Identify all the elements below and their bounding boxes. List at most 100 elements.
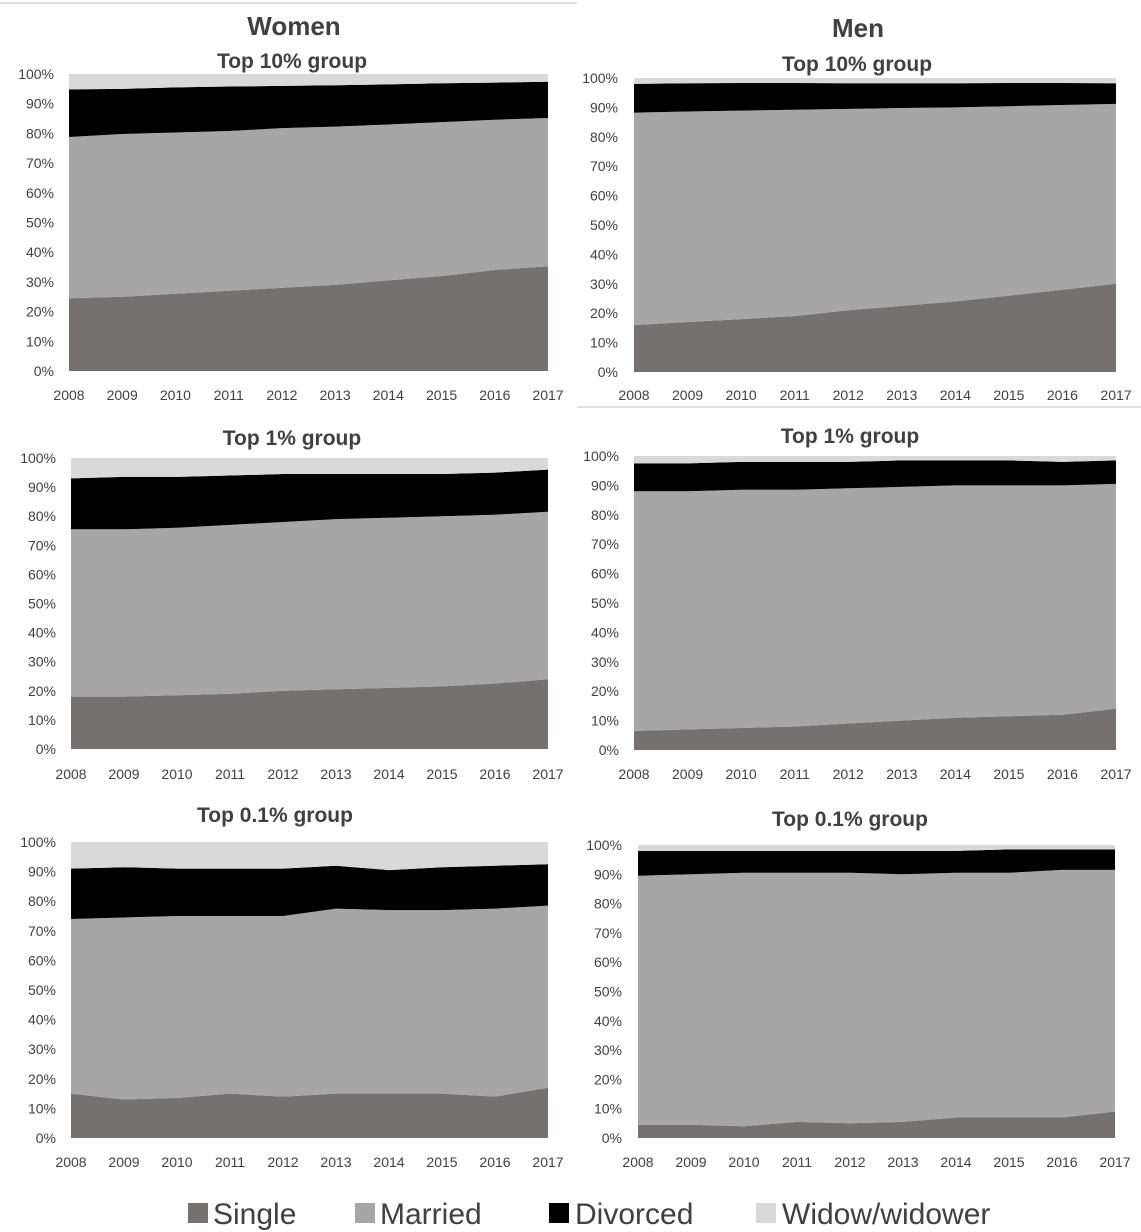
y-tick-label: 90% xyxy=(28,479,56,495)
x-tick-label: 2015 xyxy=(993,766,1024,782)
panel-title: Top 1% group xyxy=(781,425,919,448)
panel-men-top-10-group: Top 10% group 0% 10% 20% 30% 40% 50% 60% 70% 80% 9… xyxy=(582,53,1132,403)
y-tick-label: 100% xyxy=(20,450,56,466)
panel-men-top-0-1-group: Top 0.1% group 0% 10% 20% 30% 40% 50% 60% 70% 80%… xyxy=(586,808,1131,1170)
y-tick-label: 30% xyxy=(594,1042,622,1058)
x-tick-label: 2010 xyxy=(160,387,191,403)
y-tick-label: 60% xyxy=(590,188,618,204)
x-tick-label: 2014 xyxy=(373,387,404,403)
y-tick-label: 100% xyxy=(20,834,56,850)
x-tick-label: 2015 xyxy=(426,1154,457,1170)
area-divorced xyxy=(69,81,548,137)
y-tick-label: 10% xyxy=(590,335,618,351)
area-widow-widower xyxy=(634,78,1116,84)
y-tick-label: 0% xyxy=(602,1130,622,1146)
x-tick-label: 2010 xyxy=(161,766,192,782)
y-tick-label: 20% xyxy=(594,1071,622,1087)
x-tick-label: 2008 xyxy=(618,766,649,782)
x-tick-label: 2012 xyxy=(833,387,864,403)
x-tick-label: 2017 xyxy=(1100,766,1131,782)
y-tick-label: 70% xyxy=(590,158,618,174)
y-tick-label: 0% xyxy=(598,364,618,380)
x-tick-label: 2011 xyxy=(214,387,244,403)
legend: Single Married Divorced Widow/widower xyxy=(188,1198,990,1231)
x-tick-label: 2012 xyxy=(267,1154,298,1170)
x-tick-label: 2014 xyxy=(940,387,971,403)
legend-swatch-single xyxy=(188,1203,208,1223)
x-tick-label: 2008 xyxy=(55,766,86,782)
area-divorced xyxy=(638,849,1115,876)
y-tick-label: 70% xyxy=(594,925,622,941)
legend-swatch-widow xyxy=(756,1203,776,1223)
area-divorced xyxy=(71,469,548,530)
y-tick-label: 20% xyxy=(26,304,54,320)
area-divorced xyxy=(634,83,1116,113)
y-tick-label: 20% xyxy=(28,683,56,699)
x-tick-label: 2016 xyxy=(1046,1154,1077,1170)
area-single xyxy=(69,266,548,371)
y-tick-label: 60% xyxy=(28,952,56,968)
area-married xyxy=(71,905,548,1100)
area-single xyxy=(638,1111,1115,1138)
x-tick-label: 2016 xyxy=(1047,766,1078,782)
x-tick-label: 2008 xyxy=(53,387,84,403)
area-married xyxy=(634,483,1116,731)
x-tick-label: 2016 xyxy=(479,387,510,403)
y-tick-label: 50% xyxy=(591,595,619,611)
y-tick-label: 100% xyxy=(586,837,622,853)
x-tick-label: 2008 xyxy=(618,387,649,403)
x-tick-label: 2016 xyxy=(479,1154,510,1170)
x-tick-label: 2015 xyxy=(426,387,457,403)
y-tick-label: 90% xyxy=(594,866,622,882)
y-tick-label: 10% xyxy=(28,712,56,728)
y-tick-label: 90% xyxy=(591,477,619,493)
x-tick-label: 2015 xyxy=(426,766,457,782)
y-tick-label: 80% xyxy=(26,125,54,141)
y-tick-label: 40% xyxy=(28,1012,56,1028)
x-tick-label: 2009 xyxy=(107,387,138,403)
x-tick-label: 2011 xyxy=(215,1154,245,1170)
panel-title: Top 1% group xyxy=(223,427,361,450)
y-tick-label: 100% xyxy=(18,66,54,82)
x-tick-label: 2008 xyxy=(622,1154,653,1170)
x-tick-label: 2014 xyxy=(373,1154,404,1170)
y-tick-label: 80% xyxy=(591,507,619,523)
y-tick-label: 40% xyxy=(26,244,54,260)
x-tick-label: 2014 xyxy=(940,1154,971,1170)
y-tick-label: 80% xyxy=(590,129,618,145)
area-married xyxy=(71,511,548,697)
area-widow-widower xyxy=(69,74,548,90)
area-single xyxy=(634,283,1116,372)
x-tick-label: 2013 xyxy=(886,387,917,403)
x-tick-label: 2013 xyxy=(320,1154,351,1170)
panel-title: Top 0.1% group xyxy=(772,808,928,831)
y-tick-label: 60% xyxy=(594,954,622,970)
column-title-men: Men xyxy=(832,13,884,43)
x-tick-label: 2012 xyxy=(267,766,298,782)
x-tick-label: 2015 xyxy=(993,387,1024,403)
legend-label-divorced: Divorced xyxy=(575,1198,693,1231)
y-tick-label: 10% xyxy=(594,1101,622,1117)
y-tick-label: 30% xyxy=(26,274,54,290)
y-tick-label: 50% xyxy=(28,596,56,612)
x-tick-label: 2017 xyxy=(532,766,563,782)
y-tick-label: 60% xyxy=(26,185,54,201)
y-tick-label: 10% xyxy=(28,1100,56,1116)
y-tick-label: 90% xyxy=(28,864,56,880)
y-tick-label: 80% xyxy=(594,896,622,912)
y-tick-label: 10% xyxy=(26,333,54,349)
y-tick-label: 70% xyxy=(28,923,56,939)
panel-women-top-0-1-group: Top 0.1% group 0% 10% 20% 30% 40% 50% 60% 70% 80%… xyxy=(20,804,564,1170)
x-tick-label: 2017 xyxy=(532,1154,563,1170)
x-tick-label: 2011 xyxy=(782,1154,812,1170)
y-tick-label: 40% xyxy=(28,625,56,641)
panel-title: Top 0.1% group xyxy=(197,804,353,827)
legend-label-widow: Widow/widower xyxy=(782,1198,990,1231)
x-tick-label: 2011 xyxy=(780,387,810,403)
y-tick-label: 40% xyxy=(591,624,619,640)
x-tick-label: 2017 xyxy=(532,387,563,403)
area-single xyxy=(71,1087,548,1138)
panel-title: Top 10% group xyxy=(782,53,932,76)
area-widow-widower xyxy=(638,845,1115,851)
x-tick-label: 2011 xyxy=(215,766,245,782)
